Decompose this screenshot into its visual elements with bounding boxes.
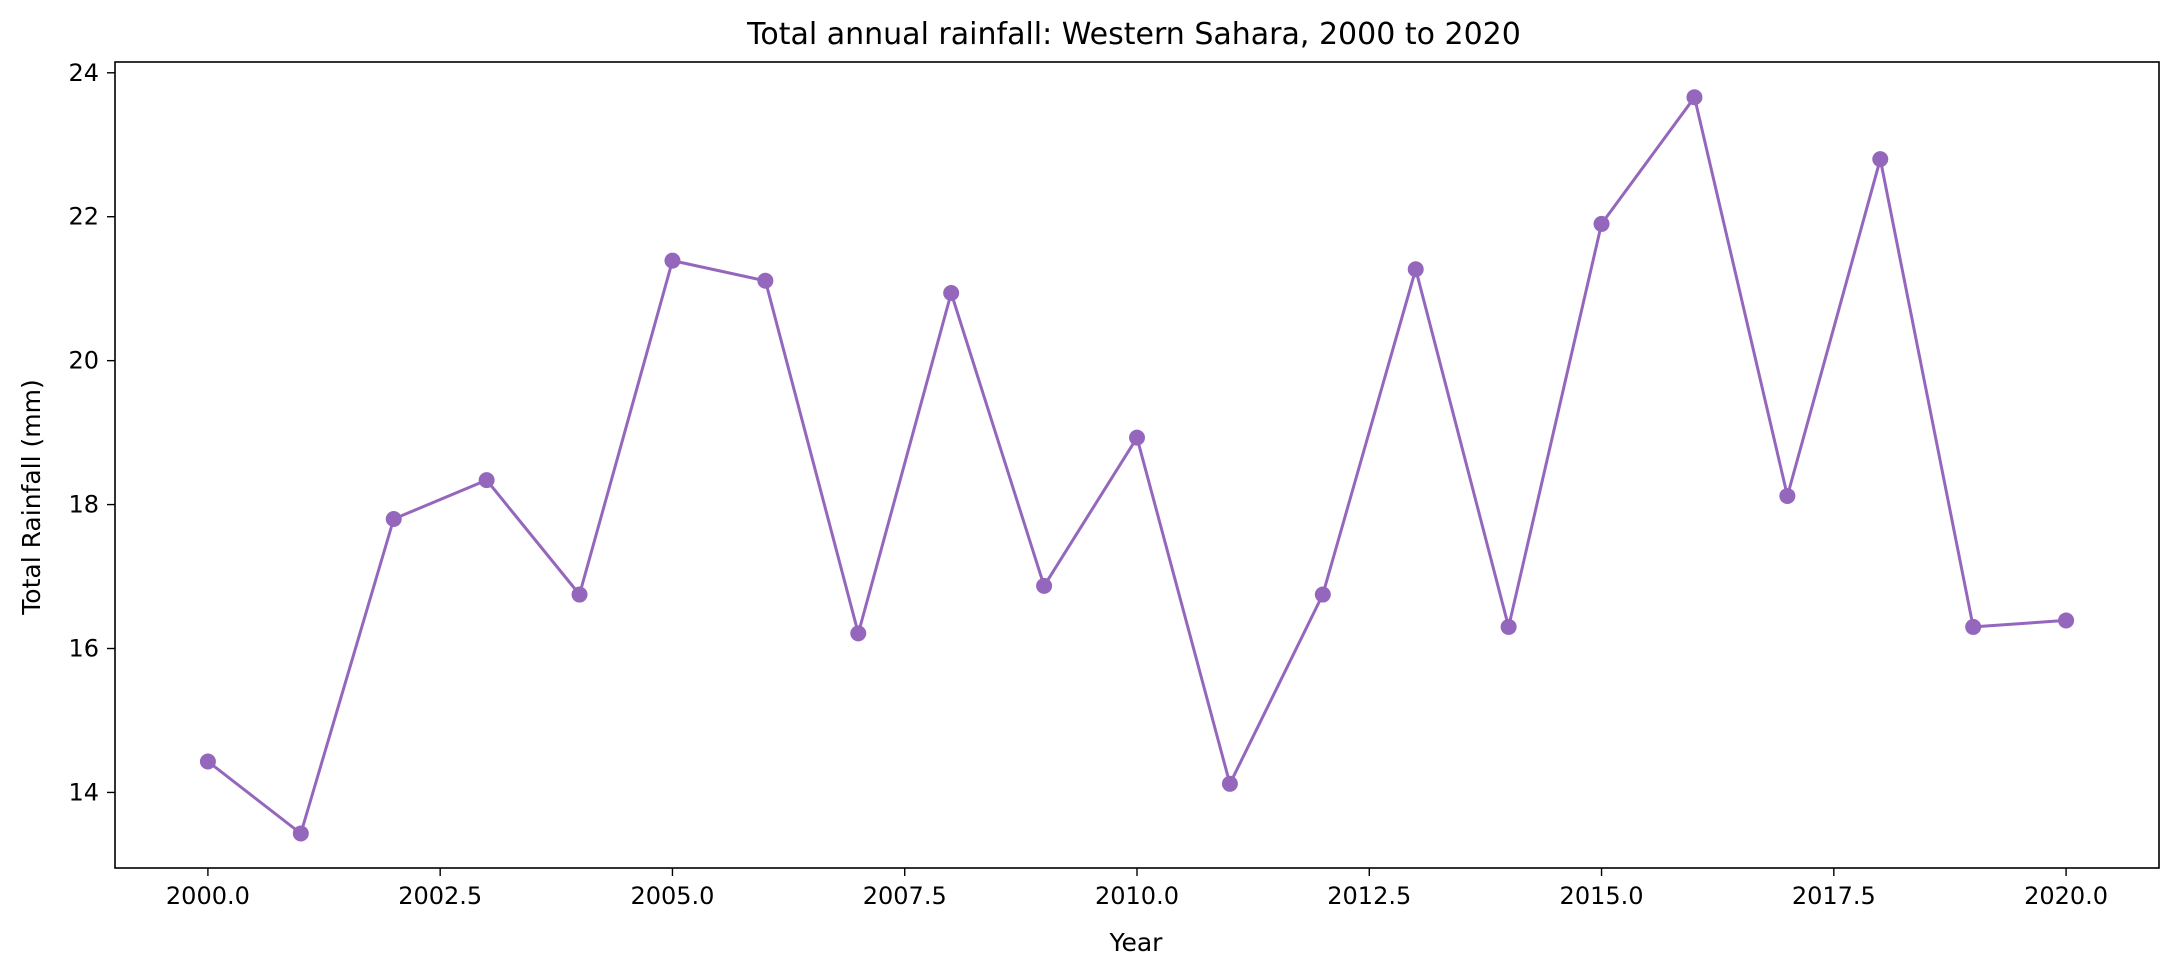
x-tick-label: 2015.0	[1560, 882, 1644, 910]
data-point	[1965, 618, 1982, 635]
x-tick-label: 2005.0	[630, 882, 714, 910]
y-tick-label: 16	[68, 635, 99, 663]
data-point	[1314, 586, 1331, 603]
x-tick-label: 2010.0	[1095, 882, 1179, 910]
chart-title: Total annual rainfall: Western Sahara, 2…	[746, 17, 1521, 52]
plot-frame	[114, 61, 2160, 869]
data-point	[1686, 89, 1703, 106]
data-point	[478, 472, 495, 489]
x-tick-label: 2017.5	[1792, 882, 1876, 910]
data-point	[943, 285, 960, 302]
data-point	[2058, 612, 2075, 629]
x-tick-label: 2000.0	[166, 882, 250, 910]
y-tick-label: 22	[68, 203, 99, 231]
data-point	[757, 272, 774, 289]
data-point	[1500, 618, 1517, 635]
x-tick-label: 2002.5	[398, 882, 482, 910]
plot-area: 2000.0 2002.5 2005.0 2007.5 2010.0 2012.5 2015…	[68, 59, 2160, 910]
data-point	[664, 252, 681, 269]
data-point	[1593, 215, 1610, 232]
data-point	[292, 825, 309, 842]
data-point	[1221, 775, 1238, 792]
data-point	[850, 625, 867, 642]
data-point	[1779, 487, 1796, 504]
data-point	[1036, 577, 1053, 594]
data-point	[385, 510, 402, 527]
data-point	[571, 586, 588, 603]
y-tick-label: 14	[68, 778, 99, 806]
y-tick-label: 24	[68, 59, 99, 87]
data-point	[1129, 429, 1145, 446]
x-axis-label: Year	[1109, 928, 1164, 957]
x-tick-label: 2020.0	[2024, 882, 2108, 910]
y-axis-label: Total Rainfall (mm)	[17, 379, 46, 615]
data-point	[199, 753, 216, 770]
x-tick-label: 2012.5	[1327, 882, 1411, 910]
data-point	[1872, 151, 1889, 168]
data-point	[1407, 261, 1424, 278]
x-tick-label: 2007.5	[863, 882, 947, 910]
y-tick-label: 20	[68, 347, 99, 375]
y-tick-label: 18	[68, 491, 99, 519]
